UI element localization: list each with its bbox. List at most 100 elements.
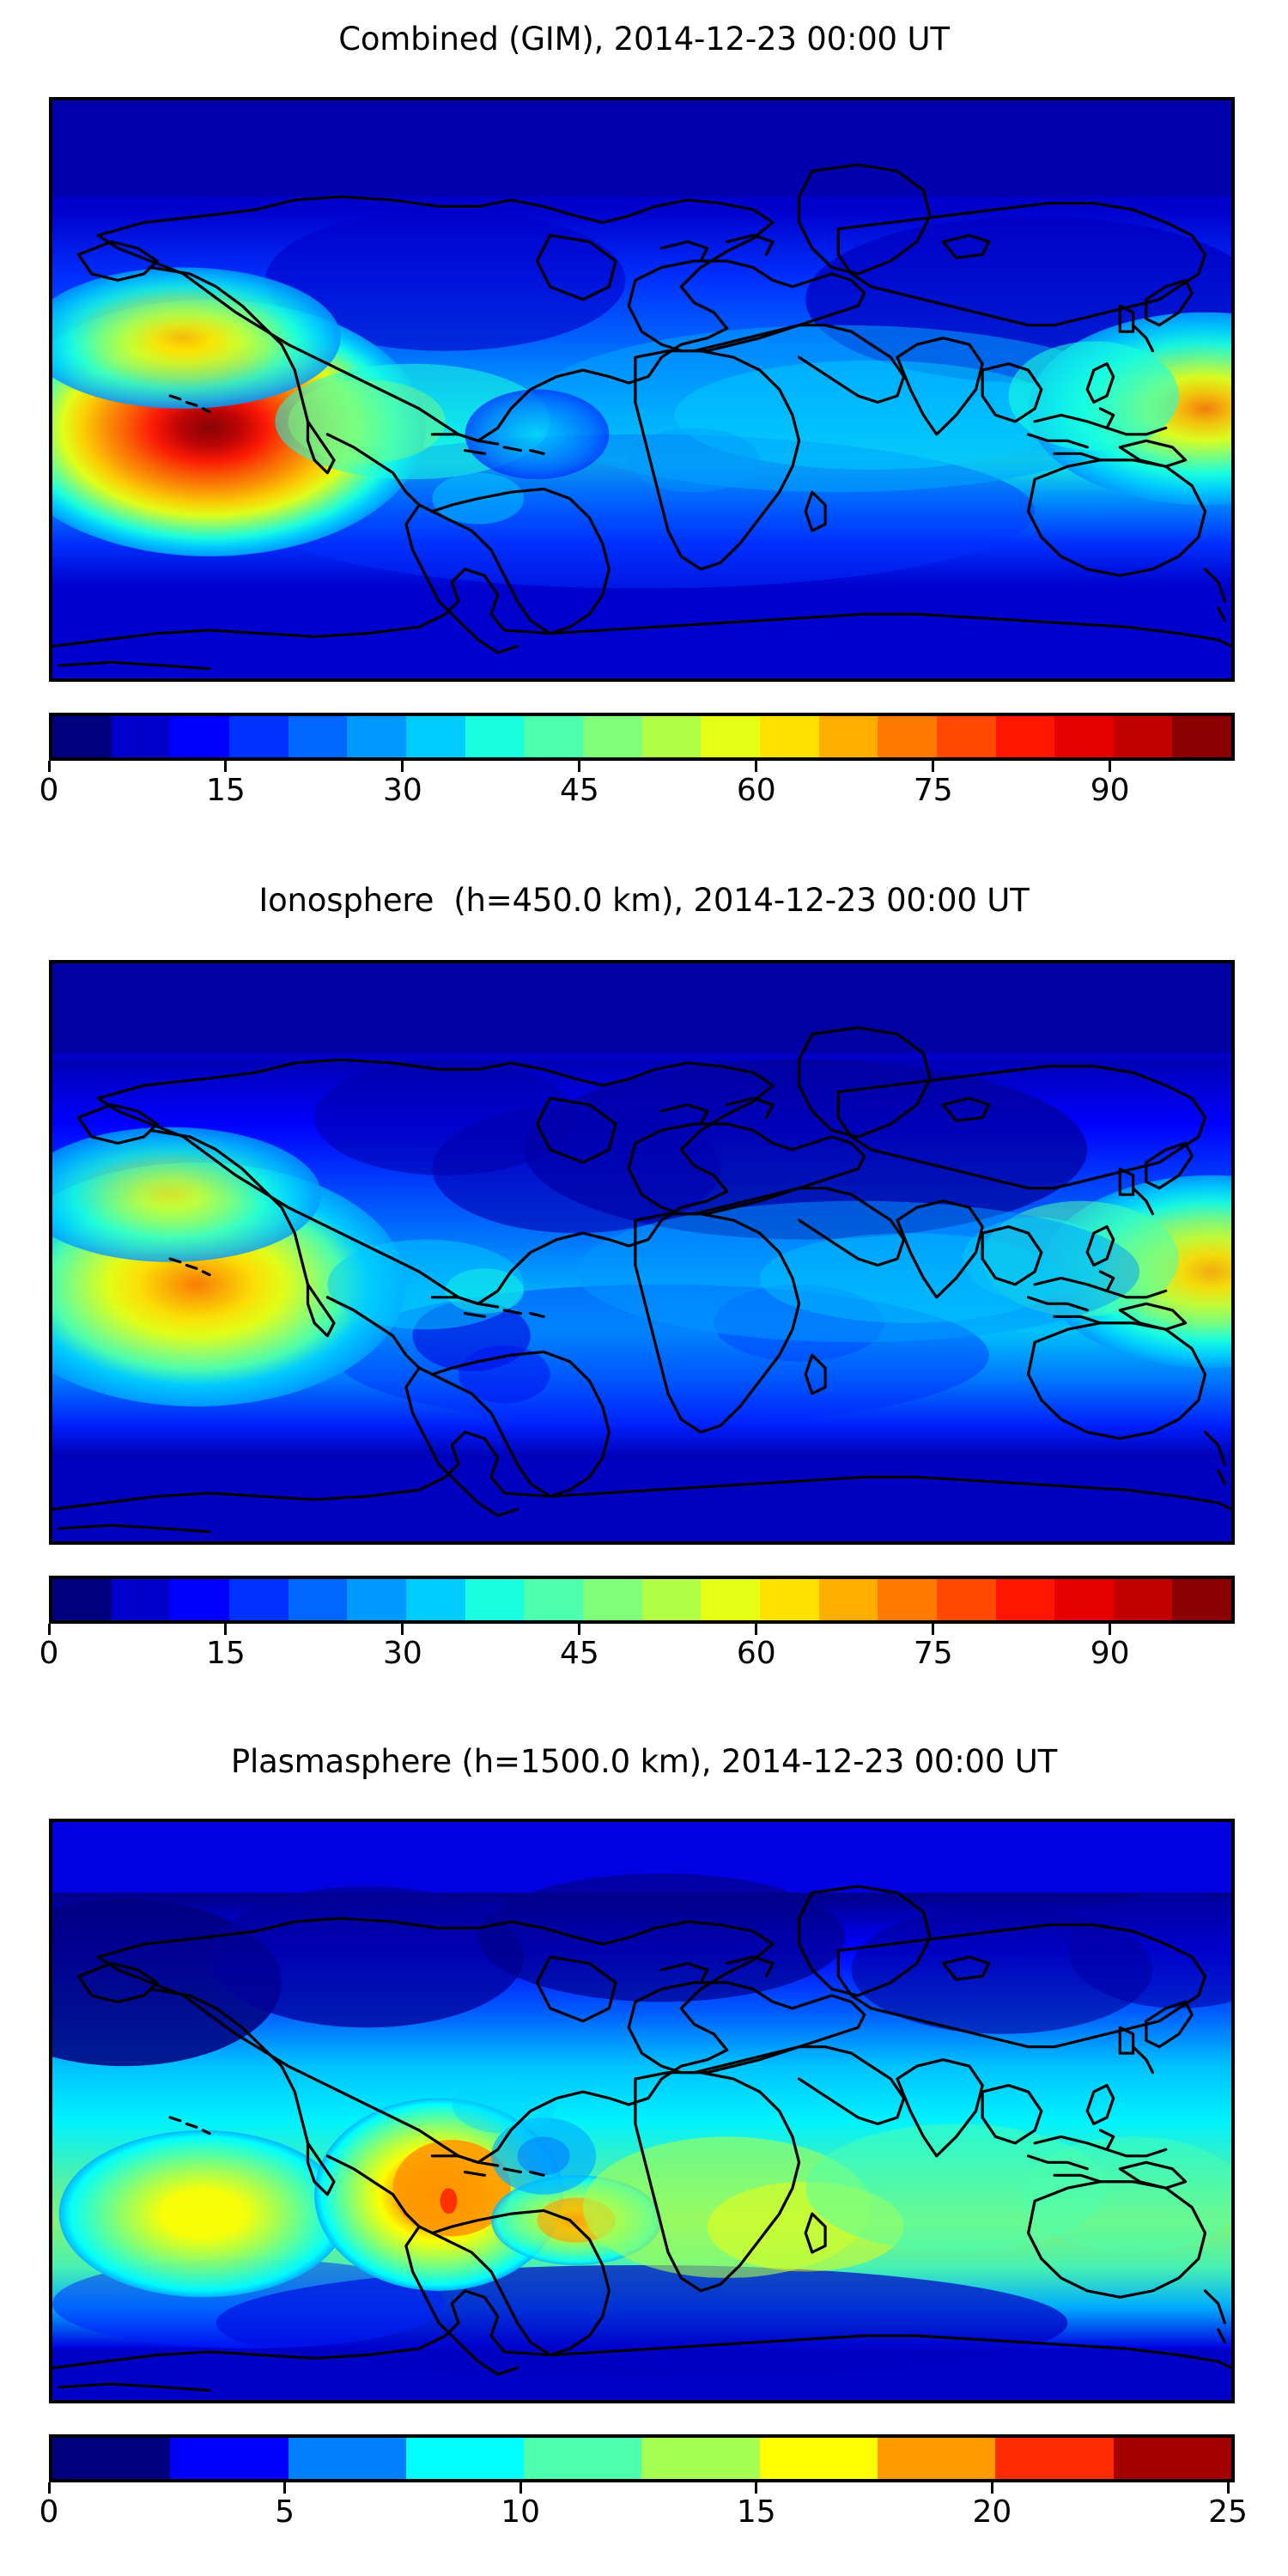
colorbar-segment bbox=[288, 1579, 348, 1620]
colorbar-segment bbox=[111, 1579, 171, 1620]
colorbar-tick-label: 10 bbox=[501, 2494, 541, 2530]
colorbar-tick-mark bbox=[401, 1624, 404, 1635]
colorbar-tick-mark bbox=[1109, 1624, 1112, 1635]
colorbar-segment bbox=[701, 716, 760, 757]
colorbar-segment bbox=[641, 1579, 702, 1620]
colorbar-segment bbox=[465, 1579, 525, 1620]
colorbar-tick-label: 25 bbox=[1208, 2494, 1248, 2530]
colorbar-tick-label: 15 bbox=[206, 1636, 246, 1671]
colorbar-tick-label: 45 bbox=[559, 1636, 599, 1671]
colorbar-segment bbox=[1113, 716, 1173, 757]
panel-ionosphere: Ionosphere (h=450.0 km), 2014-12-23 00:0… bbox=[0, 863, 1288, 1722]
colorbar-tick-mark bbox=[932, 1624, 935, 1635]
colorbar-segment bbox=[170, 1579, 229, 1620]
colorbar-segment bbox=[995, 716, 1055, 757]
panel-title-combined: Combined (GIM), 2014-12-23 00:00 UT bbox=[338, 21, 950, 58]
colorbar-tick-mark bbox=[224, 1624, 228, 1635]
colorbar-tick-mark bbox=[755, 1624, 758, 1635]
colorbar-segment bbox=[170, 716, 229, 757]
map-inner-plasmasphere bbox=[52, 1822, 1231, 2400]
colorbar-tick-label: 5 bbox=[275, 2494, 295, 2530]
colorbar-tick-mark bbox=[283, 2482, 287, 2494]
colorbar-segment bbox=[228, 1579, 289, 1620]
colorbar-segment bbox=[936, 1579, 996, 1620]
colorbar-segment bbox=[1054, 716, 1114, 757]
colorbar-segment bbox=[52, 716, 112, 757]
colorbar-segment bbox=[641, 2438, 760, 2479]
colorbar-segment bbox=[524, 716, 583, 757]
tec-contour-map-plasmasphere bbox=[52, 1822, 1231, 2400]
colorbar-segment bbox=[878, 2438, 996, 2479]
colorbar-tick-mark bbox=[47, 2482, 51, 2494]
colorbar-tick-mark bbox=[755, 2482, 758, 2494]
tec-contour-map-combined bbox=[52, 100, 1231, 678]
colorbar-tick-mark bbox=[1109, 761, 1112, 772]
colorbar-segment bbox=[465, 716, 525, 757]
colorbar-tick-mark bbox=[1226, 2482, 1230, 2494]
colorbar-tick-label: 60 bbox=[736, 773, 776, 808]
colorbar-tick-label: 15 bbox=[206, 773, 246, 808]
colorbar-tick-mark bbox=[578, 1624, 581, 1635]
map-axes-ionosphere[interactable] bbox=[49, 960, 1235, 1545]
colorbar-tick-label: 0 bbox=[39, 1636, 59, 1671]
colorbar-segment bbox=[1113, 2438, 1231, 2479]
colorbar-segment bbox=[524, 1579, 583, 1620]
colorbar-tick-label: 20 bbox=[972, 2494, 1012, 2530]
colorbar-tick-mark bbox=[401, 761, 404, 772]
colorbar-tick-mark bbox=[990, 2482, 993, 2494]
panel-combined-gim: Combined (GIM), 2014-12-23 00:00 UT bbox=[0, 0, 1288, 859]
panel-title-ionosphere: Ionosphere (h=450.0 km), 2014-12-23 00:0… bbox=[258, 882, 1030, 919]
colorbar-segment bbox=[759, 1579, 819, 1620]
map-axes-plasmasphere[interactable] bbox=[49, 1819, 1235, 2403]
panel-plasmasphere: Plasmasphere (h=1500.0 km), 2014-12-23 0… bbox=[0, 1726, 1288, 2576]
colorbar-segment bbox=[995, 1579, 1055, 1620]
colorbar-tick-label: 15 bbox=[736, 2494, 776, 2530]
colorbar-tick-mark bbox=[578, 761, 581, 772]
colorbar-tick-mark bbox=[47, 761, 51, 772]
colorbar-segment bbox=[288, 716, 348, 757]
colorbar-tick-mark bbox=[47, 1624, 51, 1635]
colorbar-tick-label: 30 bbox=[382, 773, 422, 808]
colorbar-tick-label: 0 bbox=[39, 773, 59, 808]
tec-contour-map-ionosphere bbox=[52, 963, 1231, 1541]
colorbar-segment bbox=[995, 2438, 1114, 2479]
map-inner-ionosphere bbox=[52, 963, 1231, 1541]
colorbar-segment bbox=[170, 2438, 289, 2479]
colorbar-segment bbox=[936, 716, 996, 757]
colorbar-segment bbox=[347, 716, 406, 757]
colorbar-plasmasphere[interactable] bbox=[49, 2434, 1235, 2482]
colorbar-segment bbox=[405, 2438, 525, 2479]
colorbar-tick-mark bbox=[519, 2482, 522, 2494]
colorbar-tick-label: 90 bbox=[1090, 773, 1130, 808]
colorbar-segment bbox=[1172, 1579, 1231, 1620]
colorbar-segment bbox=[759, 716, 819, 757]
colorbar-segment bbox=[524, 2438, 642, 2479]
colorbar-ticks-plasmasphere: 0 5 10 15 20 25 bbox=[39, 2482, 1248, 2534]
colorbar-tick-label: 90 bbox=[1090, 1636, 1130, 1671]
colorbar-segment bbox=[818, 716, 878, 757]
colorbar-segment bbox=[878, 716, 937, 757]
map-axes-combined[interactable] bbox=[49, 97, 1235, 682]
colorbar-tick-label: 0 bbox=[39, 2494, 59, 2530]
colorbar-segment bbox=[582, 716, 642, 757]
colorbar-segment bbox=[818, 1579, 878, 1620]
colorbar-ionosphere[interactable] bbox=[49, 1576, 1235, 1624]
colorbar-tick-mark bbox=[224, 761, 228, 772]
colorbar-tick-mark bbox=[932, 761, 935, 772]
colorbar-combined[interactable] bbox=[49, 713, 1235, 761]
colorbar-ticks-ionosphere: 0 15 30 45 60 75 90 bbox=[39, 1624, 1228, 1675]
colorbar-segment bbox=[405, 716, 465, 757]
colorbar-segment bbox=[52, 1579, 112, 1620]
colorbar-tick-label: 75 bbox=[913, 773, 953, 808]
colorbar-segment bbox=[878, 1579, 937, 1620]
colorbar-tick-label: 45 bbox=[559, 773, 599, 808]
colorbar-tick-mark bbox=[755, 761, 758, 772]
colorbar-segment bbox=[701, 1579, 760, 1620]
colorbar-segment bbox=[288, 2438, 406, 2479]
colorbar-segment bbox=[111, 716, 171, 757]
colorbar-segment bbox=[1054, 1579, 1114, 1620]
colorbar-segment bbox=[52, 2438, 171, 2479]
colorbar-segment bbox=[405, 1579, 465, 1620]
colorbar-tick-label: 75 bbox=[913, 1636, 953, 1671]
